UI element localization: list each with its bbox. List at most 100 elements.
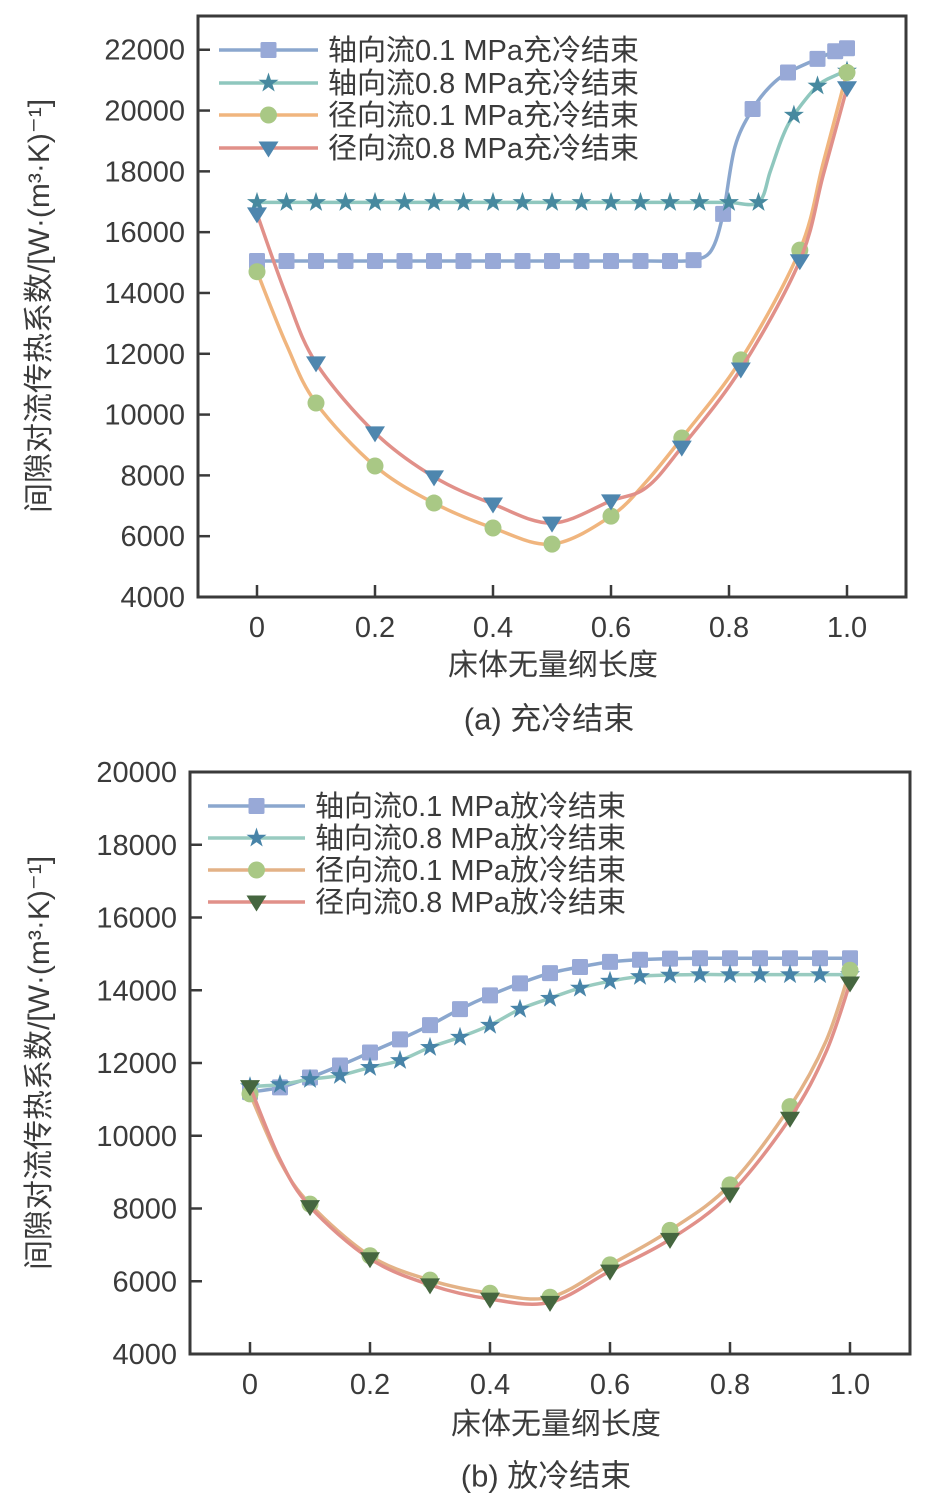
chart-a-y-tick-label: 12000 — [104, 339, 185, 371]
chart-b-y-tick-label: 4000 — [112, 1339, 177, 1371]
legend-label: 径向流0.1 MPa放冷结束 — [315, 854, 626, 887]
chart-b-series-0-marker — [362, 1044, 378, 1061]
chart-b-series-1-marker — [810, 964, 830, 984]
chart-b-series-0-marker — [392, 1031, 408, 1048]
chart-a: 0 0.2 0.4 0.6 0.8 1.0 4000 6000 8000 10000 12000 14… — [104, 14, 908, 644]
chart-b-series-0-marker — [812, 950, 828, 967]
chart-a-series-2-marker — [838, 64, 856, 82]
caption-b: (b) 放冷结束 — [460, 1458, 632, 1494]
chart-b-x-tick-label: 0.2 — [350, 1369, 390, 1401]
chart-a-series-0-marker — [780, 64, 796, 81]
chart-b-series-1-marker — [390, 1050, 410, 1069]
chart-b-x-tick-label: 0.8 — [710, 1369, 750, 1401]
chart-b-series-3-marker — [600, 1264, 620, 1281]
chart-a-series-0-marker — [685, 252, 702, 269]
chart-a-series-3-markers — [247, 81, 857, 533]
chart-b-series-1-marker — [480, 1014, 500, 1034]
chart-a-series-1-marker — [394, 191, 415, 211]
chart-a-series-1-marker — [601, 191, 621, 211]
chart-a-series-3-marker — [671, 440, 692, 457]
chart-a-series-1-marker — [542, 191, 562, 211]
chart-b-y-tick-label: 12000 — [96, 1048, 177, 1080]
chart-a-y-tick-label: 14000 — [104, 278, 185, 310]
chart-b-series-1-marker — [690, 964, 710, 984]
legend-star-marker — [246, 827, 267, 847]
chart-a-series-2-marker — [307, 394, 325, 412]
chart-a-y-tick-label: 18000 — [104, 156, 185, 188]
chart-a-x-tick-label: 0.2 — [355, 612, 395, 644]
chart-a-series-1-marker — [512, 191, 533, 211]
chart-b-series-3-marker — [240, 1080, 260, 1097]
chart-a-series-3-marker — [542, 516, 562, 533]
chart-b-series-3-marker — [480, 1292, 500, 1309]
chart-a-series-0-marker — [603, 253, 619, 270]
chart-a-series-3-marker — [601, 494, 621, 511]
chart-a-series-0-marker — [337, 253, 354, 270]
chart-b-series-3-marker — [540, 1295, 560, 1312]
chart-b-series-1-marker — [420, 1036, 440, 1056]
chart-a-series-0-marker — [455, 253, 472, 270]
chart-a-series-1-marker — [424, 191, 444, 211]
chart-b-series-1-marker — [540, 987, 560, 1007]
chart-b-series-0-marker — [482, 987, 498, 1004]
chart-b-series-0-marker — [662, 950, 678, 967]
chart-b-series-3-marker — [720, 1187, 740, 1204]
chart-a-series-0-marker — [485, 253, 501, 270]
chart-a-x-tick-label: 0 — [249, 612, 265, 644]
chart-a-series-0-marker — [573, 253, 590, 270]
chart-a-series-0-marker — [662, 253, 678, 270]
chart-a-y-tick-label: 22000 — [104, 35, 185, 67]
chart-b-x-tick-label: 0.6 — [590, 1369, 630, 1401]
chart-a-series-0-marker — [632, 253, 649, 270]
chart-b-x-tick-label: 0 — [242, 1369, 258, 1401]
chart-a-series-1-marker — [276, 191, 297, 211]
chart-b-series-3-marker — [840, 976, 860, 993]
chart-b-series-0-marker — [842, 950, 858, 967]
chart-a-series-3-marker — [730, 362, 751, 379]
chart-b-series-3-marker — [660, 1232, 680, 1249]
chart-b-series-3-marker — [300, 1200, 320, 1217]
chart-b-series-0-marker — [722, 950, 738, 967]
chart-a-series-3-marker — [365, 426, 385, 443]
y-axis-label-a: 间隙对流传热系数/[W·(m³·K)⁻¹] — [23, 98, 56, 514]
legend-star-marker — [258, 72, 279, 92]
chart-b-series-1-marker — [720, 964, 740, 984]
chart-b-series-0-marker — [422, 1017, 438, 1034]
chart-b-series-3-markers — [240, 976, 860, 1312]
chart-b-x-tick-label: 1.0 — [830, 1369, 870, 1401]
chart-a-series-3-marker — [424, 470, 444, 487]
x-axis-label-b: 床体无量纲长度 — [451, 1408, 661, 1441]
legend-triangle-down-marker — [258, 141, 279, 158]
chart-b-series-0-marker — [452, 1001, 468, 1018]
chart-a-series-1-marker — [783, 104, 804, 124]
chart-a-series-1-marker — [748, 191, 769, 211]
chart-a-series-0-marker — [426, 253, 442, 270]
chart-b-series-0-marker — [602, 953, 618, 970]
chart-a-series-1-marker — [247, 191, 267, 211]
legend-square-marker — [248, 798, 265, 814]
chart-a-series-3-marker — [483, 497, 503, 514]
chart-a-series-3-marker — [306, 356, 326, 373]
chart-b-x-tick-label: 0.4 — [470, 1369, 510, 1401]
chart-b-series-3-line — [248, 981, 852, 1306]
chart-b-series-2-line — [248, 968, 852, 1301]
chart-a-y-tick-label: 10000 — [104, 400, 185, 432]
chart-b-series-0-marker — [782, 950, 798, 967]
chart-a-series-2-marker — [602, 507, 620, 525]
chart-a-series-0-marker — [715, 205, 732, 222]
chart-b-y-tick-label: 6000 — [112, 1266, 177, 1298]
chart-a-series-0-marker — [544, 253, 560, 270]
chart-b-series-0-marker — [752, 950, 768, 967]
chart-a-frame — [196, 14, 908, 599]
chart-b-series-1-marker — [570, 977, 590, 997]
legend-triangle-down-marker — [246, 895, 267, 912]
chart-a-series-1-marker — [365, 191, 385, 211]
y-axis-label-b: 间隙对流传热系数/[W·(m³·K)⁻¹] — [23, 855, 56, 1271]
legend-label: 径向流0.8 MPa放冷结束 — [315, 886, 626, 919]
chart-a-series-1-marker — [630, 191, 651, 211]
chart-b-series-1-marker — [780, 964, 800, 984]
chart-b-series-3-marker — [360, 1252, 380, 1269]
